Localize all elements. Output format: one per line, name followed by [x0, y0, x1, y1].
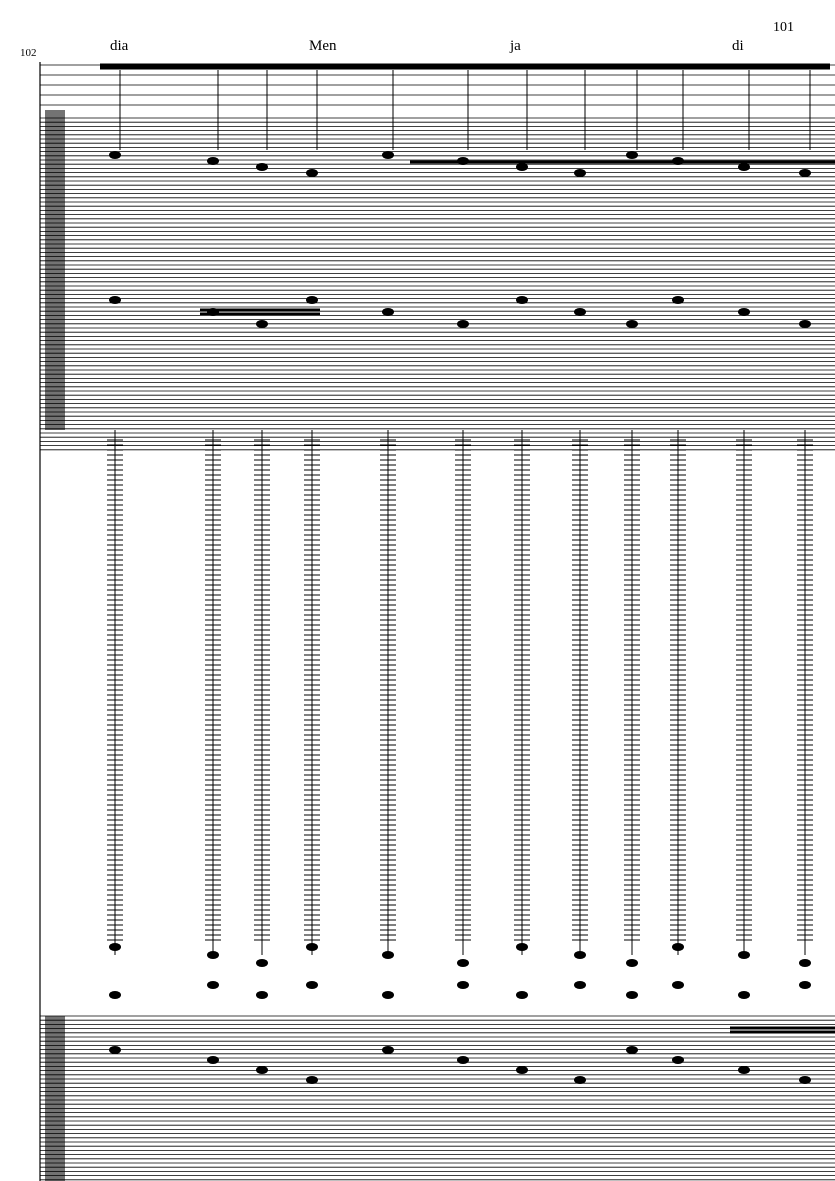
measure-number: 102: [20, 47, 37, 59]
notehead: [626, 320, 638, 328]
notehead: [516, 943, 528, 951]
notehead: [799, 169, 811, 177]
lyric: di: [732, 38, 744, 54]
notehead: [738, 951, 750, 959]
notehead: [626, 959, 638, 967]
notehead: [109, 991, 121, 999]
notehead: [382, 991, 394, 999]
notehead: [574, 308, 586, 316]
notehead: [207, 157, 219, 165]
notehead: [574, 951, 586, 959]
notehead: [256, 1066, 268, 1074]
notehead: [382, 151, 394, 159]
notehead: [256, 991, 268, 999]
notehead: [256, 163, 268, 171]
notehead: [738, 308, 750, 316]
notehead: [672, 1056, 684, 1064]
notehead: [306, 943, 318, 951]
notehead: [256, 959, 268, 967]
notehead: [799, 1076, 811, 1084]
notehead: [109, 151, 121, 159]
notehead: [457, 959, 469, 967]
lyric: Men: [309, 38, 337, 54]
notehead: [626, 1046, 638, 1054]
notehead: [109, 296, 121, 304]
notehead: [672, 296, 684, 304]
notehead: [306, 1076, 318, 1084]
notehead: [799, 320, 811, 328]
notehead: [516, 991, 528, 999]
notehead: [109, 943, 121, 951]
notehead: [256, 320, 268, 328]
notehead: [457, 981, 469, 989]
notehead: [672, 943, 684, 951]
notehead: [382, 1046, 394, 1054]
notehead: [738, 991, 750, 999]
notehead: [207, 951, 219, 959]
notehead: [626, 151, 638, 159]
notehead: [306, 296, 318, 304]
notehead: [574, 1076, 586, 1084]
notehead: [306, 981, 318, 989]
notehead: [457, 320, 469, 328]
notehead: [516, 163, 528, 171]
notehead: [799, 959, 811, 967]
notehead: [207, 981, 219, 989]
lyric: ja: [509, 38, 521, 54]
notehead: [516, 296, 528, 304]
clef-block: [45, 110, 65, 430]
lyric: dia: [110, 38, 129, 54]
notehead: [382, 951, 394, 959]
notehead: [574, 981, 586, 989]
notehead: [382, 308, 394, 316]
notehead: [109, 1046, 121, 1054]
notehead: [626, 991, 638, 999]
notehead: [516, 1066, 528, 1074]
notehead: [574, 169, 586, 177]
clef-block: [45, 1016, 65, 1181]
notehead: [738, 1066, 750, 1074]
notehead: [799, 981, 811, 989]
notehead: [207, 1056, 219, 1064]
notehead: [672, 981, 684, 989]
notehead: [306, 169, 318, 177]
notehead: [457, 1056, 469, 1064]
page-number: 101: [773, 20, 794, 35]
notehead: [738, 163, 750, 171]
